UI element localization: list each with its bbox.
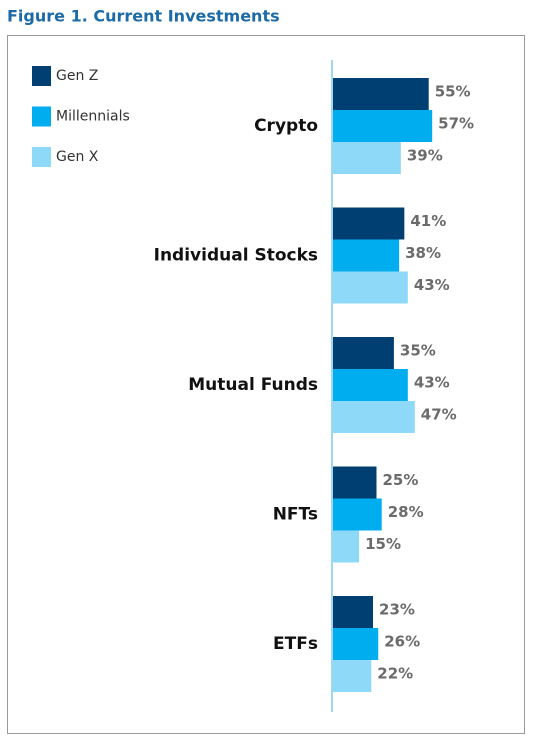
bar [333, 110, 433, 142]
value-label: 25% [383, 471, 419, 489]
bar [333, 78, 429, 110]
value-label: 39% [407, 147, 443, 165]
value-label: 28% [388, 503, 424, 521]
bar [333, 466, 377, 499]
legend-label: Millennials [56, 109, 130, 125]
legend-swatch [32, 147, 51, 167]
value-label: 22% [377, 665, 413, 683]
value-label: 35% [400, 342, 436, 360]
chart-frame [7, 35, 525, 734]
category-label: ETFs [273, 634, 318, 654]
bar [333, 401, 415, 433]
legend-swatch [32, 106, 51, 127]
bar [333, 207, 405, 240]
value-label: 43% [414, 374, 450, 392]
category-label: Mutual Funds [188, 375, 318, 395]
value-label: 38% [405, 244, 441, 262]
value-label: 41% [410, 212, 446, 230]
value-label: 47% [421, 406, 457, 424]
category-label: Crypto [254, 116, 318, 136]
value-label: 23% [379, 601, 415, 619]
value-label: 15% [365, 535, 401, 553]
value-label: 55% [435, 83, 471, 101]
category-label: Individual Stocks [154, 246, 318, 266]
category-label: NFTs [273, 505, 318, 525]
legend-swatch [32, 66, 51, 86]
bar [333, 530, 360, 563]
value-label: 26% [384, 633, 420, 651]
value-label: 43% [414, 276, 450, 294]
bar [333, 369, 408, 401]
bar [333, 239, 400, 272]
bar [333, 337, 394, 369]
legend-label: Gen Z [56, 68, 98, 84]
legend-label: Gen X [56, 149, 99, 165]
bar [333, 596, 374, 628]
chart-title: Figure 1. Current Investments [7, 7, 280, 26]
bar [333, 628, 379, 660]
bar [333, 660, 372, 692]
value-label: 57% [438, 115, 474, 133]
bar [333, 142, 401, 174]
bar [333, 498, 382, 531]
bar [333, 271, 408, 304]
